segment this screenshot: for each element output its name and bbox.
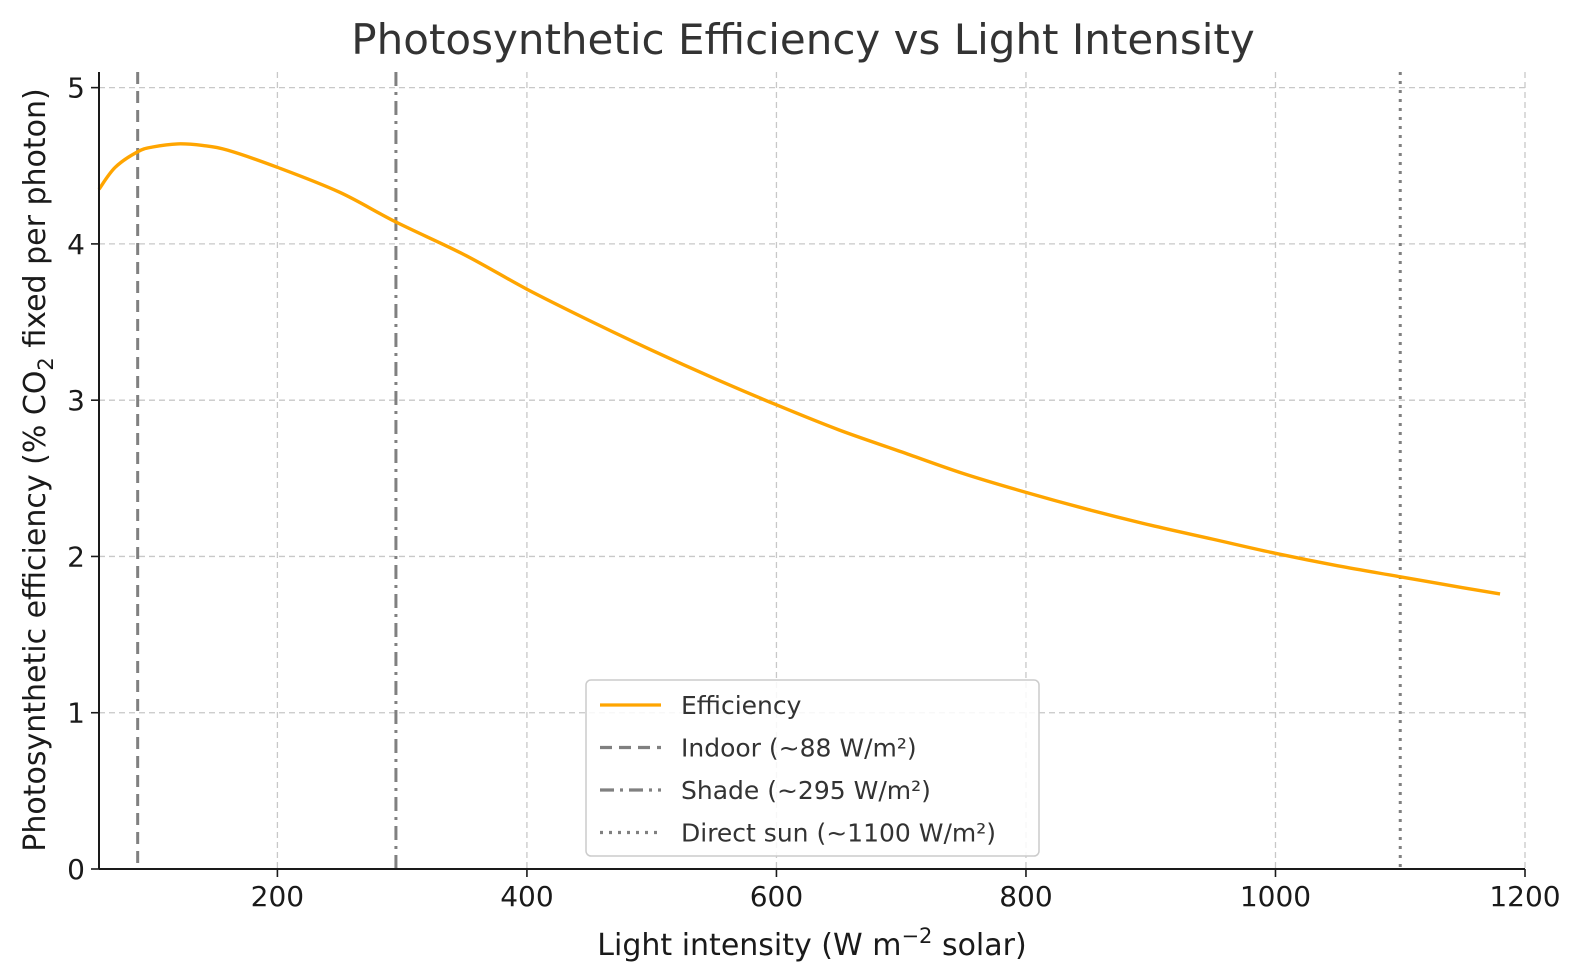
y-tick-label: 0: [67, 853, 85, 886]
legend: Efficiency Indoor (~88 W/m²) Shade (~295 W…: [585, 679, 1040, 857]
chart-title: Photosynthetic Efficiency vs Light Inten…: [351, 15, 1254, 64]
legend-label: Direct sun (~1100 W/m²): [681, 819, 996, 848]
x-tick-label: 200: [251, 880, 304, 913]
y-tick-label: 2: [67, 540, 85, 573]
y-tick-label: 5: [67, 72, 85, 105]
x-tick-label: 1000: [1240, 880, 1311, 913]
axes: [98, 72, 1525, 870]
reference-lines: [136, 72, 1402, 869]
legend-label: Shade (~295 W/m²): [681, 776, 931, 805]
x-tick-label: 600: [750, 880, 803, 913]
y-ticks: 0 1 2 3 4 5: [67, 72, 99, 886]
legend-label: Efficiency: [681, 691, 802, 720]
x-ticks: 200 400 600 800 1000 1200: [251, 869, 1561, 913]
y-tick-label: 3: [67, 384, 85, 417]
x-tick-label: 1200: [1489, 880, 1560, 913]
series-lines: [97, 142, 1501, 596]
y-tick-label: 1: [67, 697, 85, 730]
y-axis-label: Photosynthetic efficiency (% CO2 fixed p…: [18, 88, 58, 851]
x-tick-label: 400: [500, 880, 553, 913]
legend-box: [585, 679, 1040, 857]
x-axis-label: Light intensity (W m−2 solar): [597, 924, 1026, 963]
x-tick-label: 800: [999, 880, 1052, 913]
y-tick-label: 4: [67, 228, 85, 261]
legend-label: Indoor (~88 W/m²): [681, 734, 917, 763]
series-line: [97, 142, 1501, 596]
